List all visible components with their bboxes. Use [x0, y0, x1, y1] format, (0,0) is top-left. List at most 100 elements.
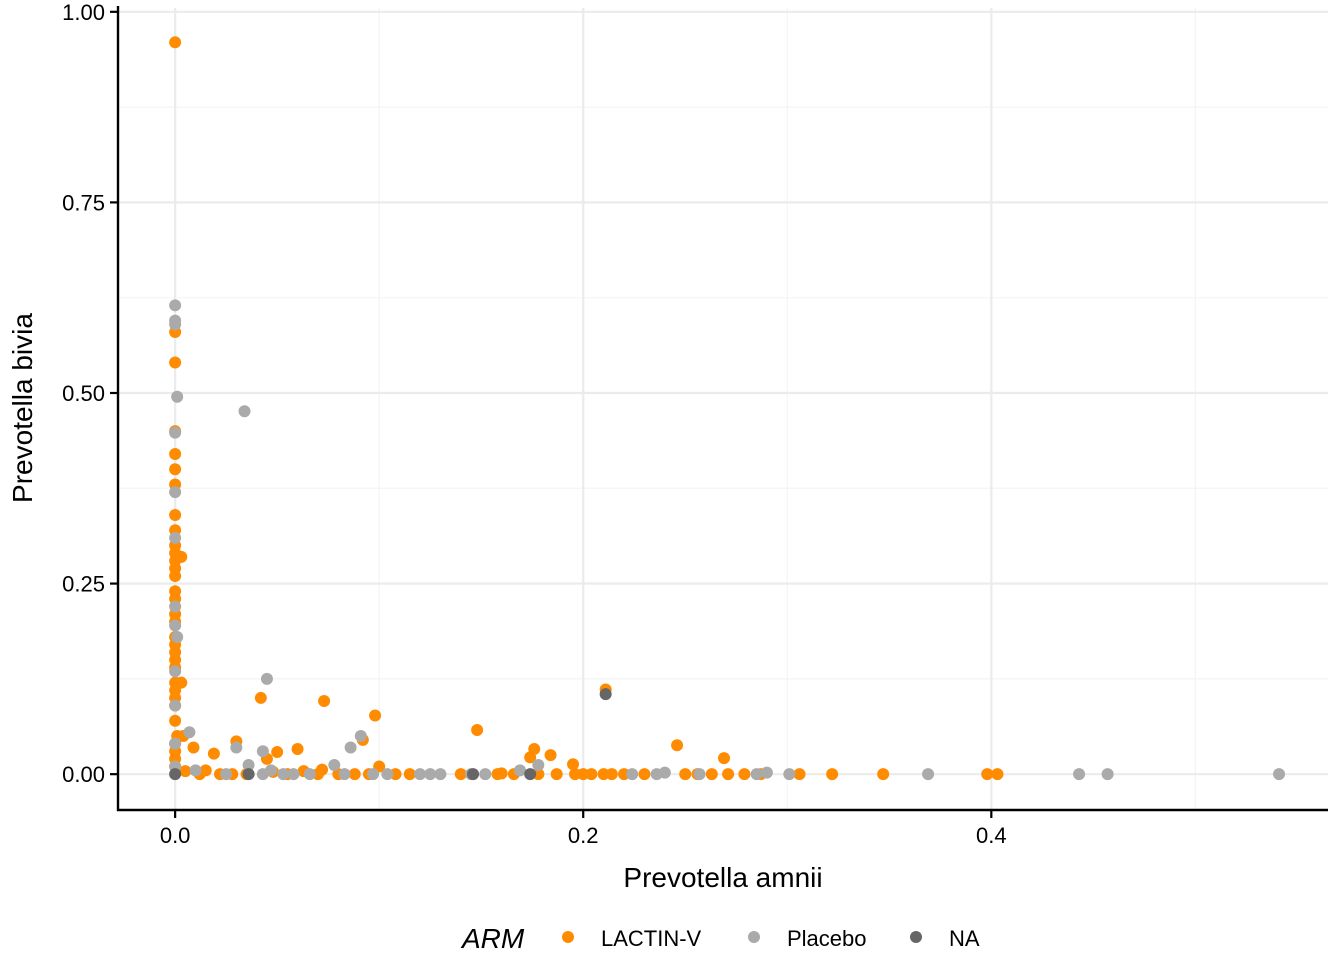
y-tick-label: 0.50: [62, 381, 105, 406]
data-point-na: [524, 768, 537, 781]
legend: ARM LACTIN-V Placebo NA: [460, 923, 980, 954]
data-point-placebo: [230, 741, 243, 754]
data-point-lactin-v: [207, 747, 220, 760]
x-tick-label: 0.0: [160, 823, 191, 848]
data-point-placebo: [169, 426, 182, 439]
data-point-lactin-v: [316, 763, 329, 776]
data-point-na: [599, 688, 612, 701]
data-point-lactin-v: [199, 764, 212, 777]
data-point-placebo: [750, 768, 763, 781]
data-point-lactin-v: [348, 768, 361, 781]
data-point-na: [242, 768, 255, 781]
data-point-placebo: [238, 405, 251, 418]
data-point-placebo: [169, 299, 182, 312]
data-point-placebo: [169, 318, 182, 331]
y-tick-label: 0.75: [62, 190, 105, 215]
data-point-lactin-v: [454, 768, 467, 781]
data-point-placebo: [169, 600, 182, 613]
data-point-lactin-v: [169, 714, 182, 727]
data-point-placebo: [328, 759, 341, 772]
data-point-placebo: [413, 768, 426, 781]
legend-key-placebo: [748, 931, 760, 943]
data-point-placebo: [693, 768, 706, 781]
data-point-lactin-v: [291, 743, 304, 756]
data-point-placebo: [367, 768, 380, 781]
data-point-placebo: [242, 759, 255, 772]
data-point-lactin-v: [638, 768, 651, 781]
data-point-placebo: [479, 768, 492, 781]
data-point-lactin-v: [271, 746, 284, 759]
data-point-lactin-v: [187, 741, 200, 754]
data-point-placebo: [260, 672, 273, 685]
data-point-na: [169, 768, 182, 781]
data-point-lactin-v: [738, 768, 751, 781]
data-point-placebo: [169, 699, 182, 712]
data-point-placebo: [189, 764, 202, 777]
legend-key-lactin-v: [562, 931, 574, 943]
data-point-placebo: [354, 730, 367, 743]
data-point-lactin-v: [169, 36, 182, 49]
data-point-placebo: [169, 486, 182, 499]
data-point-lactin-v: [722, 768, 735, 781]
data-point-placebo: [303, 768, 316, 781]
data-point-placebo: [1273, 768, 1286, 781]
data-point-lactin-v: [403, 768, 416, 781]
data-point-placebo: [256, 745, 269, 758]
data-point-placebo: [532, 759, 545, 772]
data-point-placebo: [171, 390, 184, 403]
data-point-placebo: [922, 768, 935, 781]
data-point-lactin-v: [679, 768, 692, 781]
tick-labels: 0.00 0.25 0.50 0.75 1.00 0.0 0.2 0.4: [62, 0, 1006, 848]
data-point-placebo: [658, 766, 671, 779]
data-point-lactin-v: [524, 751, 537, 764]
data-point-lactin-v: [169, 447, 182, 460]
x-tick-label: 0.4: [976, 823, 1007, 848]
legend-title: ARM: [460, 923, 525, 954]
legend-label-lactin-v: LACTIN-V: [601, 926, 702, 951]
data-point-lactin-v: [495, 767, 508, 780]
data-point-placebo: [287, 768, 300, 781]
legend-label-na: NA: [949, 926, 980, 951]
data-point-placebo: [169, 665, 182, 678]
data-point-placebo: [626, 768, 639, 781]
data-point-placebo: [783, 768, 796, 781]
data-point-lactin-v: [718, 752, 731, 765]
data-point-placebo: [424, 768, 437, 781]
data-point-lactin-v: [793, 768, 806, 781]
data-point-lactin-v: [318, 694, 331, 707]
y-tick-label: 1.00: [62, 0, 105, 25]
data-point-placebo: [171, 630, 184, 643]
data-point-placebo: [169, 737, 182, 750]
data-point-lactin-v: [877, 768, 890, 781]
y-tick-label: 0.00: [62, 762, 105, 787]
data-points: [169, 36, 1286, 781]
data-point-lactin-v: [991, 768, 1004, 781]
x-tick-label: 0.2: [568, 823, 599, 848]
data-point-placebo: [169, 619, 182, 632]
data-point-lactin-v: [671, 739, 684, 752]
data-point-lactin-v: [169, 463, 182, 476]
data-point-placebo: [169, 531, 182, 544]
y-tick-label: 0.25: [62, 572, 105, 597]
data-point-placebo: [338, 768, 351, 781]
data-point-lactin-v: [169, 356, 182, 369]
axes: [110, 6, 1328, 818]
grid-lines: [118, 8, 1328, 810]
data-point-lactin-v: [169, 508, 182, 521]
data-point-lactin-v: [544, 749, 557, 762]
data-point-lactin-v: [567, 758, 580, 771]
data-point-lactin-v: [981, 768, 994, 781]
data-point-placebo: [381, 768, 394, 781]
data-point-lactin-v: [169, 569, 182, 582]
data-point-placebo: [183, 726, 196, 739]
data-point-placebo: [434, 768, 447, 781]
y-axis-title: Prevotella bivia: [7, 313, 38, 503]
data-point-lactin-v: [369, 709, 382, 722]
data-point-placebo: [760, 766, 773, 779]
data-point-lactin-v: [550, 768, 563, 781]
data-point-placebo: [265, 764, 278, 777]
data-point-placebo: [344, 741, 357, 754]
data-point-lactin-v: [179, 765, 192, 778]
data-point-lactin-v: [254, 691, 267, 704]
